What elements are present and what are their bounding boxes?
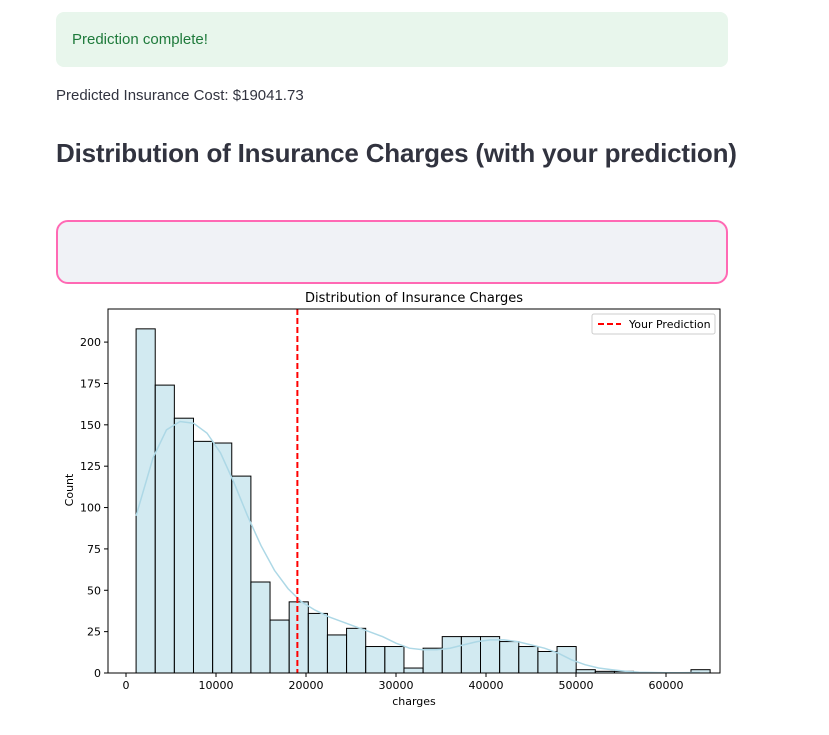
histogram-bar <box>365 646 386 674</box>
y-tick-label: 0 <box>94 667 101 680</box>
y-tick-label: 175 <box>80 377 101 390</box>
plot-frame <box>107 308 721 674</box>
y-tick-label: 125 <box>80 460 101 473</box>
chart-title: Distribution of Insurance Charges <box>305 291 523 306</box>
y-tick-label: 75 <box>87 543 101 556</box>
histogram-bar <box>403 667 424 674</box>
x-tick-label: 40000 <box>469 679 504 692</box>
x-tick-label: 10000 <box>199 679 234 692</box>
histogram-bar <box>192 440 214 674</box>
x-tick-label: 60000 <box>649 679 684 692</box>
histogram-bar <box>518 646 539 674</box>
success-alert: Prediction complete! <box>56 12 728 67</box>
x-tick-label: 20000 <box>289 679 324 692</box>
kde-curve <box>135 420 700 674</box>
histogram-bar <box>231 475 252 674</box>
histogram-bar <box>422 647 443 674</box>
histogram-chart: Distribution of Insurance Charges charge… <box>63 291 721 708</box>
histogram-bar <box>346 627 367 674</box>
y-tick-label: 200 <box>80 336 101 349</box>
y-axis-label: Count <box>63 473 76 506</box>
histogram-bar <box>441 636 462 674</box>
x-axis-label: charges <box>392 695 436 708</box>
y-tick-label: 25 <box>87 626 101 639</box>
y-tick-label: 50 <box>87 584 101 597</box>
histogram-bar <box>307 612 328 674</box>
histogram-bar <box>537 650 558 674</box>
prediction-text: Predicted Insurance Cost: $19041.73 <box>56 87 304 104</box>
x-tick-label: 30000 <box>379 679 414 692</box>
histogram-bar <box>288 601 309 674</box>
x-tick-label: 0 <box>123 679 130 692</box>
histogram-bar <box>384 646 405 674</box>
histogram-bar <box>135 328 156 674</box>
histogram-bar <box>326 634 348 674</box>
legend-box <box>591 313 716 335</box>
y-tick-label: 150 <box>80 419 101 432</box>
legend-label: Your Prediction <box>628 318 711 331</box>
histogram-bar <box>250 581 271 674</box>
histogram-bar <box>212 442 233 674</box>
histogram-bar <box>154 384 175 674</box>
histogram-bar <box>499 641 520 674</box>
histogram-bar <box>173 417 194 674</box>
y-tick-label: 100 <box>80 502 101 515</box>
x-tick-label: 50000 <box>559 679 594 692</box>
histogram-bar <box>269 619 290 674</box>
page-heading: Distribution of Insurance Charges (with … <box>56 138 737 168</box>
histogram-bar <box>480 636 501 674</box>
success-alert-text: Prediction complete! <box>72 31 208 48</box>
highlighted-empty-box <box>56 220 728 284</box>
